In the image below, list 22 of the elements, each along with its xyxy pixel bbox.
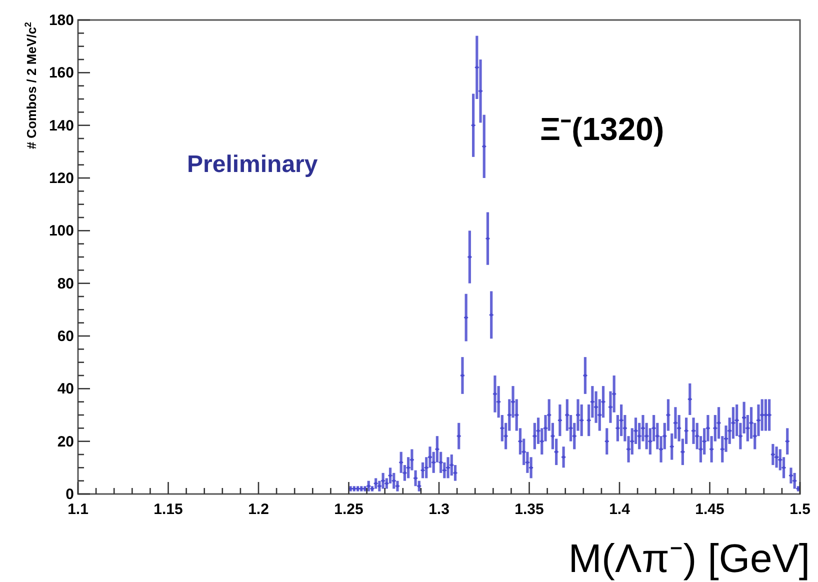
- x-tick-label: 1.5: [790, 501, 810, 518]
- y-tick-label: 160: [48, 64, 74, 82]
- y-tick-label: 140: [48, 117, 74, 134]
- x-tick-label: 1.2: [248, 501, 269, 518]
- x-tick-label: 1.3: [428, 501, 450, 518]
- x-tick-label: 1.45: [695, 501, 724, 518]
- y-tick-label: 40: [57, 380, 74, 398]
- x-tick-label: 1.25: [334, 501, 364, 518]
- x-tick-label: 1.4: [609, 501, 631, 518]
- y-tick-label: 100: [48, 222, 74, 240]
- y-tick-label: 60: [57, 328, 74, 345]
- x-axis-title: M(Λπ⁻) [GeV]: [568, 537, 810, 581]
- y-tick-label: 120: [48, 170, 74, 187]
- annotation: Preliminary: [187, 151, 318, 178]
- x-tick-label: 1.35: [514, 501, 544, 518]
- annotation: Ξ⁻(1320): [540, 111, 664, 147]
- x-tick-label: 1.1: [68, 501, 88, 518]
- y-tick-label: 80: [57, 275, 74, 292]
- y-tick-label: 180: [48, 12, 74, 29]
- x-tick-label: 1.15: [154, 501, 183, 518]
- y-tick-label: 20: [57, 433, 74, 450]
- y-tick-label: 0: [66, 486, 74, 503]
